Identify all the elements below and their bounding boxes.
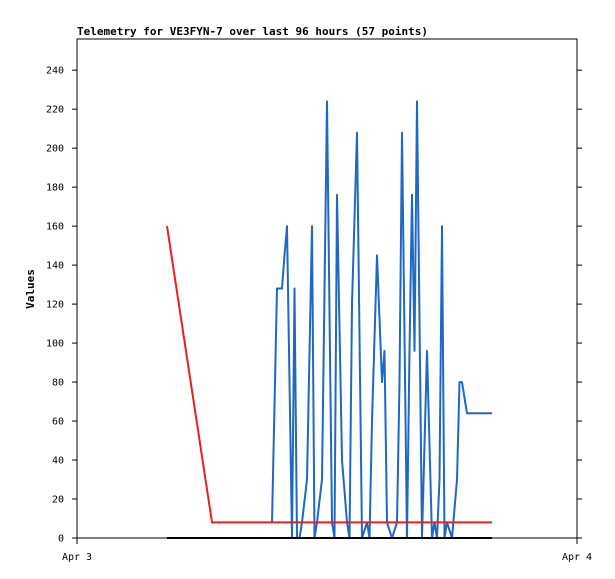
y-tick-label: 20: [52, 495, 64, 506]
y-tick-label: 0: [58, 534, 64, 545]
y-tick-label: 120: [46, 300, 64, 311]
x-axis-ticks: Apr 3 Apr 4: [62, 538, 592, 563]
chart-title: Telemetry for VE3FYN-7 over last 96 hour…: [77, 25, 428, 38]
series-line-0: [271, 100, 492, 539]
y-tick-label: 100: [46, 339, 64, 350]
y-tick-label: 80: [52, 378, 64, 389]
series-line-1: [166, 225, 492, 524]
series-layer: [166, 100, 492, 539]
y-tick-label: 200: [46, 144, 64, 155]
y-tick-label: 140: [46, 261, 64, 272]
y-axis-ticks: 0 20 40 60 80 100 120 140 160 180 200 220 240: [46, 66, 582, 545]
x-tick-label: Apr 3: [62, 552, 92, 563]
y-tick-label: 60: [52, 417, 64, 428]
y-tick-label: 160: [46, 222, 64, 233]
y-axis-label: Values: [24, 269, 37, 309]
y-tick-label: 180: [46, 183, 64, 194]
y-tick-label: 240: [46, 66, 64, 77]
y-tick-label: 220: [46, 105, 64, 116]
x-tick-label: Apr 4: [562, 552, 592, 563]
y-tick-label: 40: [52, 456, 64, 467]
